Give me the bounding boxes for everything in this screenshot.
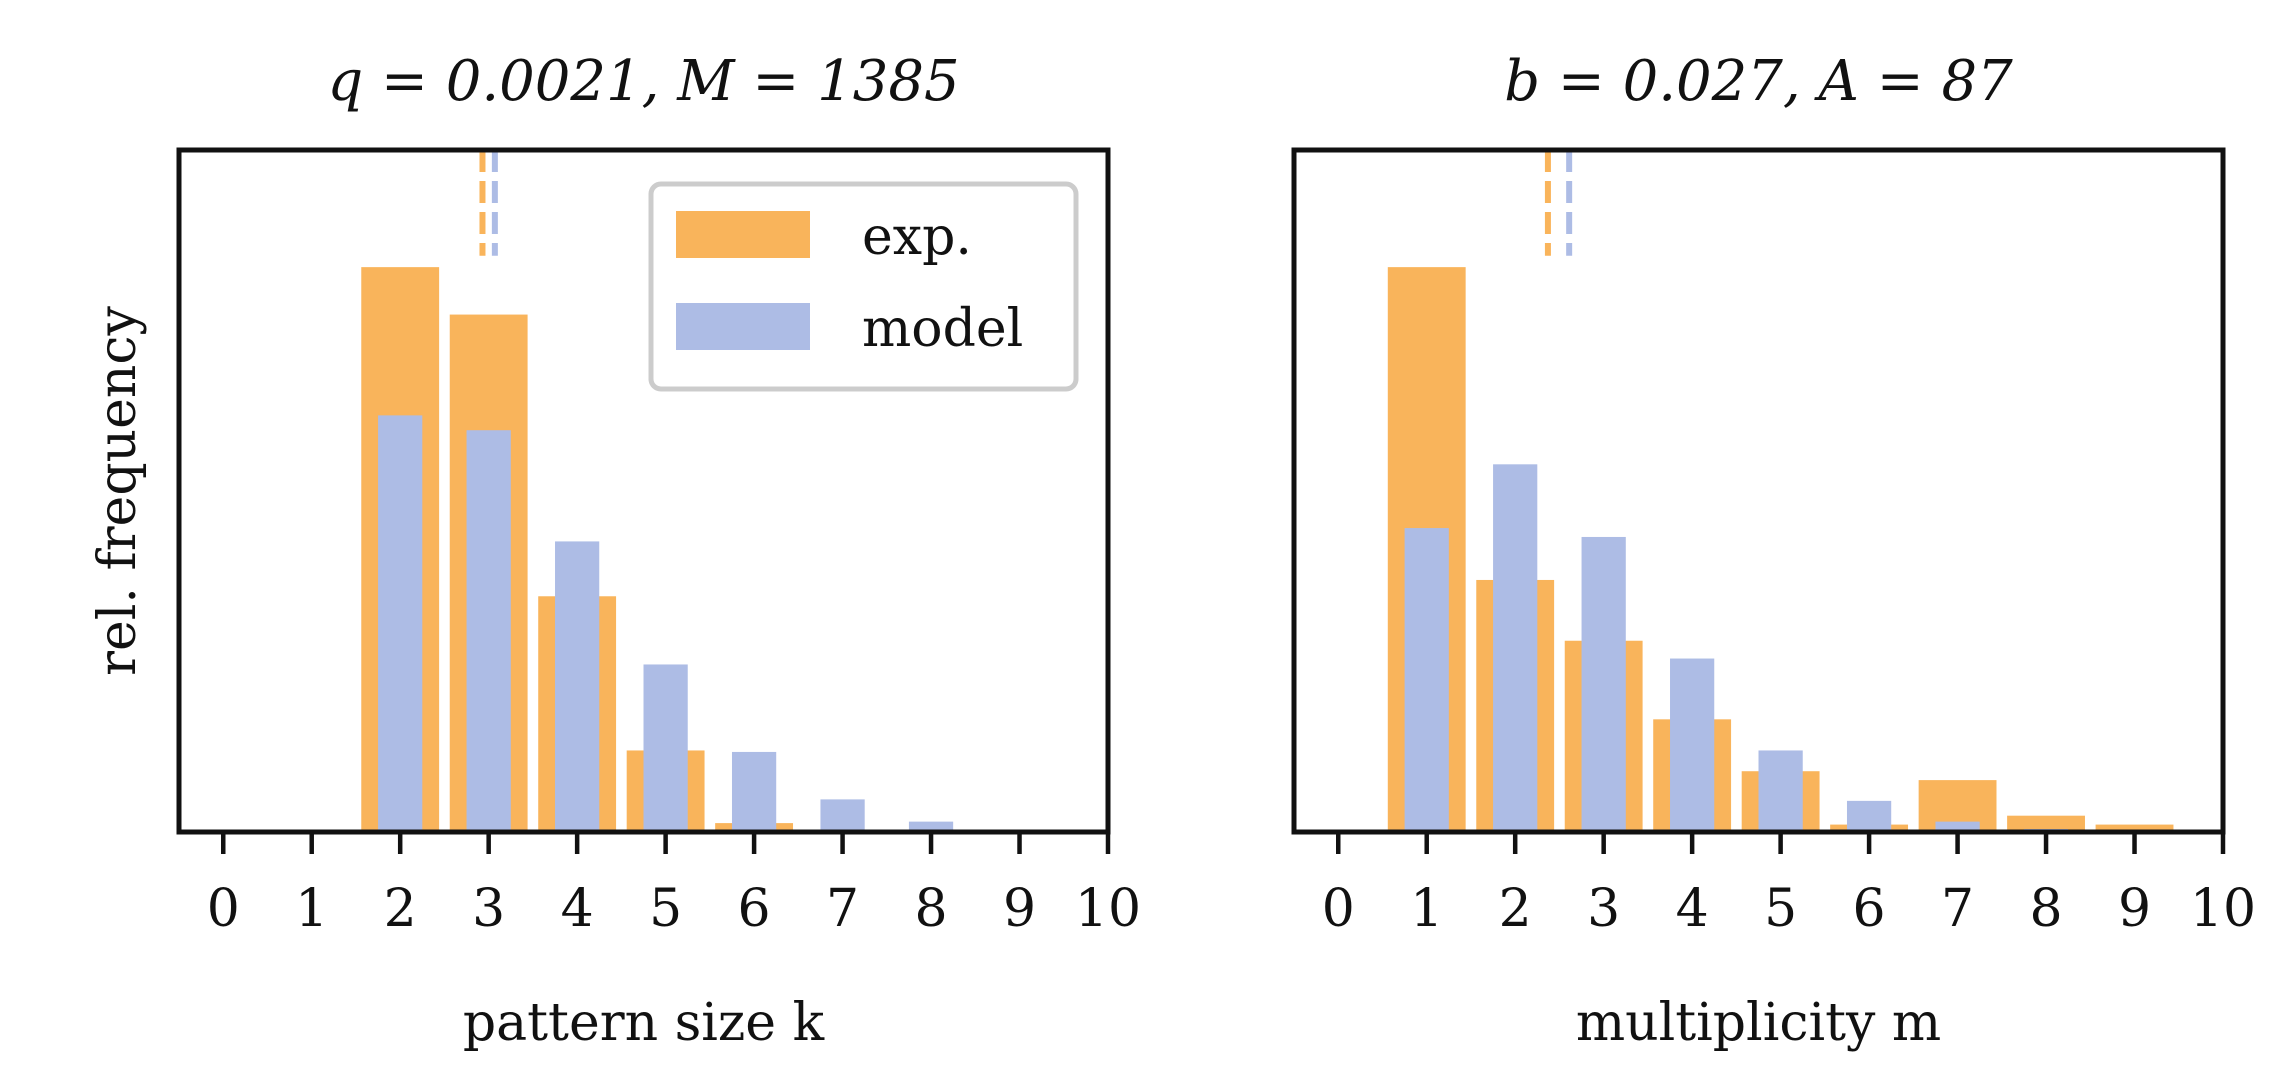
x-tick-label-left-0: 0 — [207, 879, 240, 939]
x-tick-label-left-6: 6 — [738, 879, 771, 939]
bar-model-right-4 — [1670, 658, 1715, 832]
x-ticks-right: 0 1 2 3 4 5 6 7 8 9 10 — [1322, 832, 2256, 939]
bars-right — [1387, 267, 2174, 832]
x-tick-label-left-3: 3 — [472, 879, 505, 939]
bar-model-right-5 — [1758, 750, 1803, 832]
x-ticks-left: 0 1 2 3 4 5 6 7 8 9 10 — [207, 832, 1141, 939]
chart-panel-right: 0 1 2 3 4 5 6 7 8 9 10 b = 0.027, A = 87 multiplic… — [1291, 49, 2256, 1053]
bar-model-left-3 — [466, 430, 511, 832]
bar-model-right-7 — [1935, 821, 1980, 832]
x-tick-label-left-4: 4 — [561, 879, 594, 939]
bar-model-left-2 — [378, 415, 423, 832]
bar-model-right-2 — [1493, 464, 1538, 832]
chart-title-right: b = 0.027, A = 87 — [1504, 49, 2013, 114]
bar-model-left-5 — [643, 664, 688, 832]
x-tick-label-right-3: 3 — [1587, 879, 1620, 939]
chart-panel-left: 0 1 2 3 4 5 6 7 8 9 10 q = 0.0021, M = 1385 patter… — [88, 49, 1141, 1053]
x-tick-label-right-6: 6 — [1853, 879, 1886, 939]
x-tick-label-left-7: 7 — [826, 879, 859, 939]
chart-title-left: q = 0.0021, M = 1385 — [327, 49, 959, 114]
y-axis-label: rel. frequency — [88, 306, 148, 676]
legend: exp. model — [648, 181, 1079, 392]
x-tick-label-left-8: 8 — [915, 879, 948, 939]
mean-lines-left — [479, 150, 498, 256]
x-tick-label-left-9: 9 — [1003, 879, 1036, 939]
legend-swatch-exp — [676, 211, 810, 258]
x-tick-label-left-2: 2 — [384, 879, 417, 939]
x-tick-label-right-7: 7 — [1941, 879, 1974, 939]
bar-model-right-3 — [1581, 536, 1626, 832]
legend-label-exp: exp. — [862, 207, 972, 267]
mean-lines-right — [1544, 150, 1573, 256]
legend-swatch-model — [676, 303, 810, 350]
x-tick-label-right-5: 5 — [1764, 879, 1797, 939]
x-tick-label-right-4: 4 — [1676, 879, 1709, 939]
x-tick-label-right-1: 1 — [1410, 879, 1443, 939]
x-tick-label-right-10: 10 — [2190, 879, 2256, 939]
x-axis-label-right: multiplicity m — [1576, 993, 1941, 1053]
bar-model-left-7 — [820, 799, 865, 832]
x-tick-label-left-10: 10 — [1075, 879, 1141, 939]
bar-model-right-1 — [1404, 528, 1449, 832]
bar-model-left-8 — [908, 821, 954, 832]
x-tick-label-right-8: 8 — [2030, 879, 2063, 939]
bar-model-left-4 — [555, 541, 600, 832]
bar-exp-right-8 — [2007, 815, 2085, 832]
x-tick-label-left-1: 1 — [295, 879, 328, 939]
x-tick-label-right-9: 9 — [2118, 879, 2151, 939]
bar-model-right-6 — [1846, 800, 1892, 832]
x-tick-label-right-0: 0 — [1322, 879, 1355, 939]
bar-exp-right-9 — [2095, 824, 2174, 832]
bars-left — [361, 267, 1059, 832]
x-tick-label-left-5: 5 — [649, 879, 682, 939]
axes-frame-left — [176, 147, 1111, 835]
x-axis-label-left: pattern size k — [463, 993, 825, 1053]
x-tick-label-right-2: 2 — [1499, 879, 1532, 939]
axes-frame-right — [1291, 147, 2226, 835]
bar-model-left-6 — [731, 751, 777, 832]
legend-label-model: model — [862, 299, 1023, 359]
